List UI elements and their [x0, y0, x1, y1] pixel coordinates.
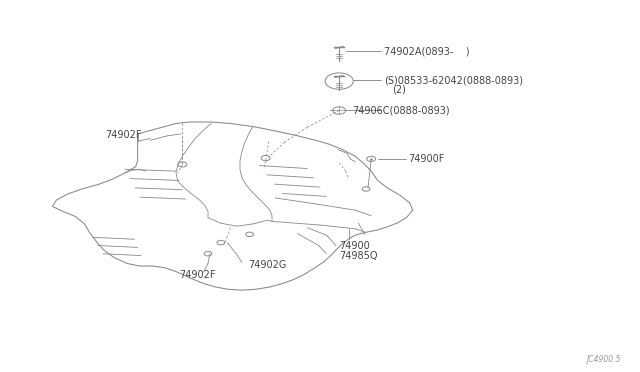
Text: (S)08533-62042(0888-0893): (S)08533-62042(0888-0893) — [384, 76, 523, 85]
Text: 74985Q: 74985Q — [339, 251, 378, 261]
Text: 74906C(0888-0893): 74906C(0888-0893) — [352, 106, 450, 115]
Text: 74902G: 74902G — [248, 260, 287, 270]
Text: (2): (2) — [392, 84, 406, 94]
Text: 74900F: 74900F — [408, 154, 445, 164]
Text: JC4900.5: JC4900.5 — [586, 355, 621, 364]
Text: 74902F: 74902F — [106, 130, 142, 140]
Text: 74902A(0893-    ): 74902A(0893- ) — [384, 46, 470, 56]
Text: 74900: 74900 — [339, 241, 370, 251]
Text: 74902F: 74902F — [179, 270, 216, 280]
